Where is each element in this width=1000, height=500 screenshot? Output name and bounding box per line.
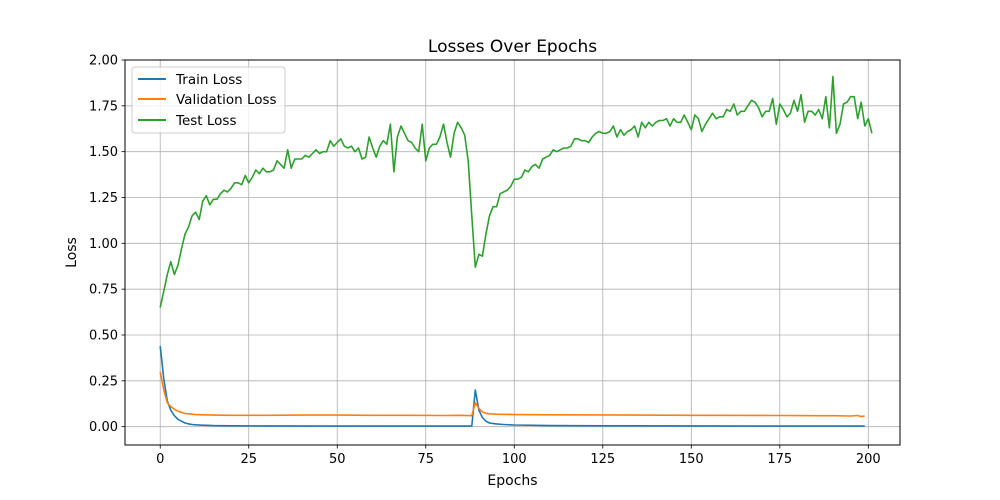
x-tick-label: 75	[417, 452, 434, 467]
x-tick-label: 50	[329, 452, 346, 467]
x-tick-label: 25	[240, 452, 257, 467]
y-tick-label: 1.75	[89, 99, 118, 114]
x-tick-label: 150	[679, 452, 704, 467]
x-tick-label: 200	[856, 452, 881, 467]
y-tick-label: 2.00	[89, 54, 118, 69]
axis-ticks: 0 25 50 75 100 125 150 175 200 0.00 0.25 0.50 0.75 1.…	[89, 54, 881, 468]
y-tick-label: 1.25	[89, 191, 118, 206]
legend-label-test: Test Loss	[175, 113, 237, 129]
legend-label-validation: Validation Loss	[176, 92, 277, 108]
y-tick-label: 1.00	[89, 237, 118, 252]
validation-loss-line	[159, 371, 865, 418]
x-axis-label: Epochs	[487, 473, 537, 489]
series-lines	[159, 75, 873, 427]
y-tick-label: 0.75	[89, 283, 118, 298]
x-tick-label: 0	[156, 452, 164, 467]
train-loss-line	[159, 345, 865, 427]
x-tick-label: 125	[590, 452, 615, 467]
y-tick-label: 1.50	[89, 145, 118, 160]
y-tick-label: 0.50	[89, 329, 118, 344]
y-axis-label: Loss	[64, 237, 80, 268]
plot-frame	[124, 59, 901, 446]
legend: Train Loss Validation Loss Test Loss	[131, 66, 286, 134]
x-tick-label: 100	[502, 452, 527, 467]
test-loss-line	[159, 75, 873, 308]
legend-label-train: Train Loss	[175, 72, 242, 88]
legend-box	[131, 66, 286, 134]
x-tick-label: 175	[767, 452, 792, 467]
chart-title: Losses Over Epochs	[428, 37, 597, 57]
y-tick-label: 0.00	[89, 420, 118, 435]
y-tick-label: 0.25	[89, 374, 118, 389]
